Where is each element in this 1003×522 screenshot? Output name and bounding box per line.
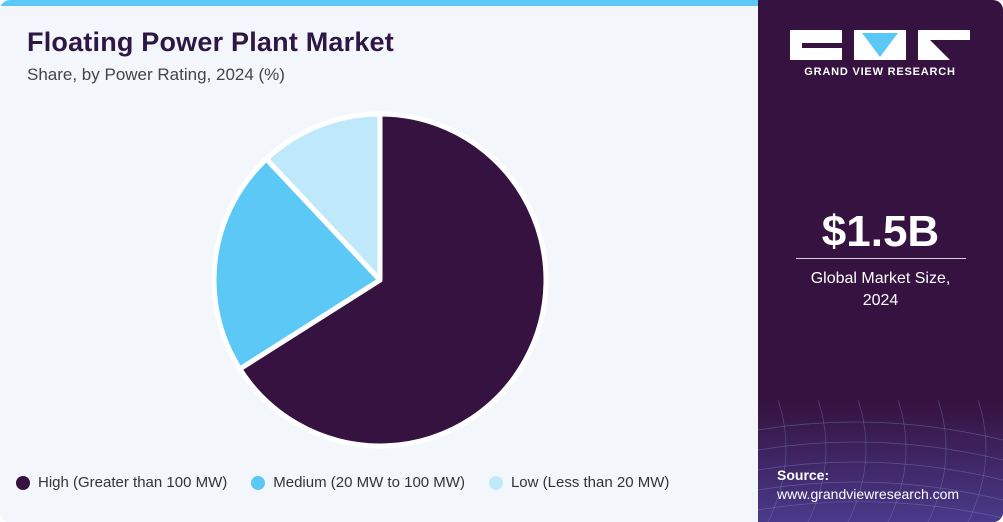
chart-subtitle: Share, by Power Rating, 2024 (%) xyxy=(27,65,285,84)
market-size-caption-line2: 2024 xyxy=(862,292,899,309)
chart-title: Floating Power Plant Market xyxy=(27,27,394,57)
market-size-value: $1.5B xyxy=(821,207,940,256)
legend-swatch-high xyxy=(16,475,30,490)
legend-label-medium: Medium (20 MW to 100 MW) xyxy=(273,474,465,491)
market-size-caption-line1: Global Market Size, xyxy=(810,270,951,287)
pie-slice-low xyxy=(263,111,383,283)
top-accent-bar xyxy=(0,0,758,6)
legend: High (Greater than 100 MW) Medium (20 MW… xyxy=(16,474,693,491)
chart-panel: Floating Power Plant Market Share, by Po… xyxy=(0,0,758,522)
source: Source: www.grandviewresearch.com xyxy=(777,466,959,504)
brand-name: GRAND VIEW RESEARCH xyxy=(804,66,956,78)
gvr-logo-icon xyxy=(790,30,970,60)
legend-swatch-medium xyxy=(251,475,266,490)
grid-pattern-decoration xyxy=(758,400,1003,522)
market-size-caption: Global Market Size, 2024 xyxy=(758,268,1003,312)
info-panel: GRAND VIEW RESEARCH $1.5B Global Market … xyxy=(758,0,1003,522)
legend-item-medium: Medium (20 MW to 100 MW) xyxy=(251,474,465,491)
legend-label-low: Low (Less than 20 MW) xyxy=(510,474,670,491)
legend-label-high: High (Greater than 100 MW) xyxy=(38,474,228,491)
source-url[interactable]: www.grandviewresearch.com xyxy=(777,486,960,502)
pie-chart xyxy=(211,111,549,449)
legend-item-low: Low (Less than 20 MW) xyxy=(488,474,670,491)
legend-swatch-low xyxy=(488,475,503,490)
divider xyxy=(796,258,966,259)
legend-item-high: High (Greater than 100 MW) xyxy=(16,474,227,491)
pie-slice-high xyxy=(237,111,549,449)
source-label: Source: xyxy=(777,467,830,483)
pie-slice-medium xyxy=(211,156,383,372)
